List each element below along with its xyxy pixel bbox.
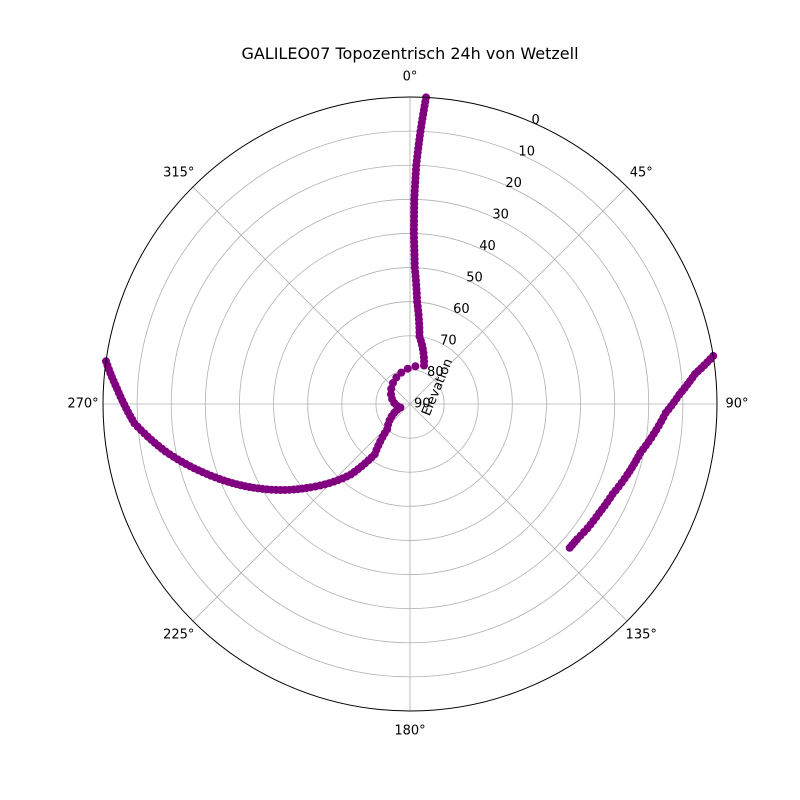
radial-tick-label: 40: [479, 239, 496, 254]
theta-tick-label: 45°: [630, 165, 653, 180]
theta-tick-label: 90°: [725, 397, 748, 412]
chart-title: GALILEO07 Topozentrisch 24h von Wetzell: [241, 44, 579, 63]
radial-tick-label: 10: [518, 144, 535, 159]
data-points: [101, 93, 718, 552]
angular-gridline: [409, 186, 628, 405]
theta-tick-labels: 0° 45° 90° 135° 180° 225° 270° 315°: [67, 70, 748, 739]
theta-tick-label: 225°: [163, 628, 194, 643]
angular-gridline: [192, 403, 411, 622]
data-point: [397, 368, 406, 377]
theta-tick-label: 135°: [626, 628, 657, 643]
radial-tick-label: 50: [466, 270, 483, 285]
data-point: [565, 543, 574, 552]
radial-tick-label: 30: [492, 207, 509, 222]
data-point: [411, 362, 420, 371]
theta-tick-label: 270°: [67, 397, 98, 412]
radial-tick-label: 70: [440, 333, 457, 348]
radial-tick-label: 60: [453, 302, 470, 317]
radial-tick-labels: 0 10 20 30 40 50 60 70 80 90: [414, 113, 540, 412]
angular-gridline: [192, 186, 411, 405]
theta-tick-label: 315°: [163, 165, 194, 180]
theta-tick-label: 0°: [403, 70, 418, 85]
polar-grid: [103, 97, 717, 711]
data-point: [420, 361, 429, 370]
radial-tick-label: 90: [414, 397, 431, 412]
theta-tick-label: 180°: [394, 724, 425, 739]
data-point: [403, 364, 412, 373]
radial-tick-label: 20: [505, 176, 522, 191]
radial-tick-label: 80: [427, 365, 444, 380]
angular-gridline: [409, 403, 628, 622]
polar-frame: [102, 96, 718, 712]
radial-tick-label: 0: [531, 113, 539, 128]
